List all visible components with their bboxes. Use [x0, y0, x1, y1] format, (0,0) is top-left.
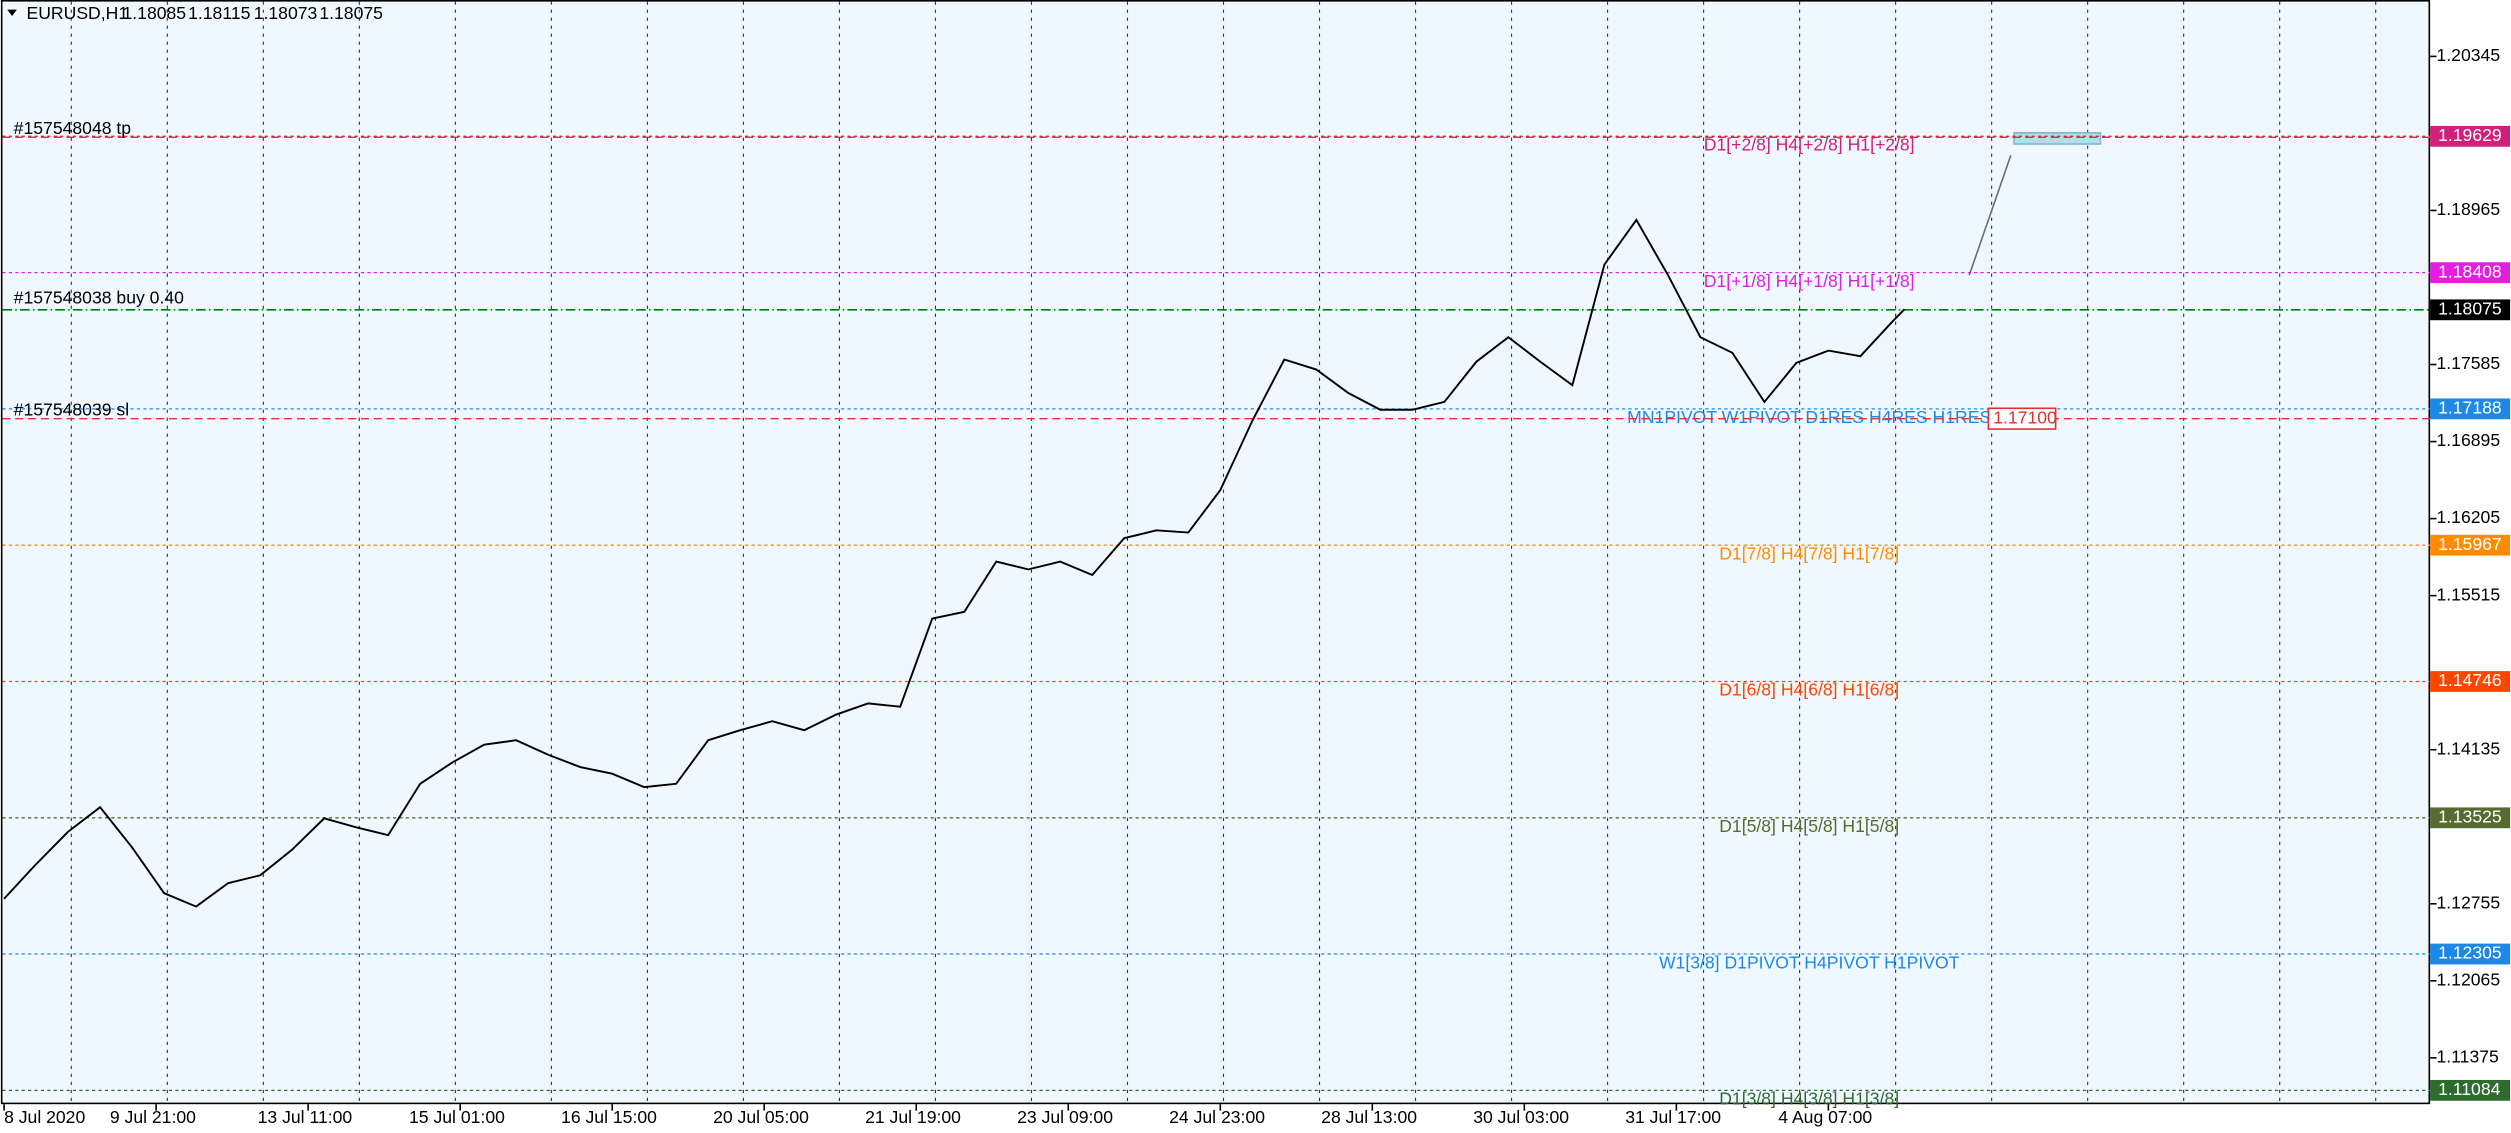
x-tick-label: 16 Jul 15:00 — [561, 1107, 657, 1127]
price-box — [2430, 807, 2511, 829]
x-tick-label: 4 Aug 07:00 — [1778, 1107, 1872, 1127]
level-label: W1[3/8] D1PIVOT H4PIVOT H1PIVOT — [1659, 952, 1960, 972]
price-box — [2430, 125, 2511, 147]
bid-box-label: 1.18075 — [2438, 298, 2502, 318]
y-tick-label: 1.15515 — [2437, 584, 2501, 604]
level-label: D1[+1/8] H4[+1/8] H1[+1/8] — [1704, 271, 1915, 291]
x-tick-label: 24 Jul 23:00 — [1169, 1107, 1265, 1127]
x-tick-label: 31 Jul 17:00 — [1625, 1107, 1721, 1127]
y-tick-label: 1.12755 — [2437, 892, 2501, 912]
plot-area — [0, 0, 2431, 1105]
price-box — [2430, 534, 2511, 556]
order-price-box — [1987, 407, 2057, 430]
trend-line — [1968, 154, 2012, 276]
price-box-label: 1.12305 — [2438, 943, 2502, 963]
order-label: #157548048 tp — [14, 118, 132, 138]
order-price-label: 1.17100 — [1993, 407, 2057, 427]
x-tick-label: 8 Jul 2020 — [4, 1107, 85, 1127]
price-line — [3, 218, 1906, 908]
price-box-label: 1.19629 — [2438, 125, 2502, 145]
level-label: MN1PIVOT W1PIVOT D1RES H4RES H1RES — [1627, 407, 1991, 427]
price-box-label: 1.13525 — [2438, 806, 2502, 826]
x-tick-label: 9 Jul 21:00 — [110, 1107, 196, 1127]
high: 1.18115 — [188, 3, 251, 23]
x-tick-label: 30 Jul 03:00 — [1473, 1107, 1569, 1127]
x-tick-label: 21 Jul 19:00 — [865, 1107, 961, 1127]
price-box — [2430, 398, 2511, 420]
x-tick-label: 15 Jul 01:00 — [409, 1107, 505, 1127]
y-tick-label: 1.11375 — [2437, 1047, 2500, 1067]
x-tick-label: 20 Jul 05:00 — [713, 1107, 809, 1127]
y-tick-label: 1.16205 — [2437, 507, 2501, 527]
bid-box — [2430, 299, 2511, 321]
open: 1.18085 — [123, 3, 187, 23]
x-tick-label: 28 Jul 13:00 — [1321, 1107, 1417, 1127]
level-label: D1[3/8] H4[3/8] H1[3/8] — [1719, 1089, 1899, 1109]
y-tick-label: 1.14135 — [2437, 738, 2501, 758]
level-label: D1[6/8] H4[6/8] H1[6/8] — [1719, 680, 1899, 700]
x-tick-label: 13 Jul 11:00 — [258, 1107, 353, 1127]
price-box-label: 1.14746 — [2438, 670, 2502, 690]
menu-arrow[interactable] — [7, 9, 17, 17]
y-tick-label: 1.18965 — [2437, 199, 2501, 219]
order-label: #157548038 buy 0.40 — [14, 288, 184, 308]
y-tick-label: 1.17585 — [2437, 353, 2501, 373]
price-box — [2430, 943, 2511, 965]
y-tick-label: 1.20345 — [2437, 45, 2501, 65]
price-box — [2430, 262, 2511, 284]
order-label: #157548039 sl — [14, 399, 129, 419]
level-label: D1[+2/8] H4[+2/8] H1[+2/8] — [1704, 135, 1915, 155]
level-label: D1[7/8] H4[7/8] H1[7/8] — [1719, 543, 1899, 563]
price-box-label: 1.11084 — [2438, 1079, 2501, 1099]
low: 1.18073 — [254, 3, 318, 23]
price-box — [2430, 1079, 2511, 1101]
price-box — [2430, 671, 2511, 692]
x-tick-label: 23 Jul 09:00 — [1017, 1107, 1113, 1127]
y-tick-label: 1.16895 — [2437, 430, 2501, 450]
close: 1.18075 — [319, 3, 383, 23]
price-box-label: 1.17188 — [2438, 398, 2502, 418]
level-label: D1[5/8] H4[5/8] H1[5/8] — [1719, 816, 1899, 836]
price-box-label: 1.18408 — [2438, 261, 2502, 281]
price-box-label: 1.15967 — [2438, 534, 2502, 554]
object-box — [2013, 132, 2102, 145]
symbol: EURUSD,H1 — [26, 3, 128, 23]
y-tick-label: 1.12065 — [2437, 969, 2501, 989]
